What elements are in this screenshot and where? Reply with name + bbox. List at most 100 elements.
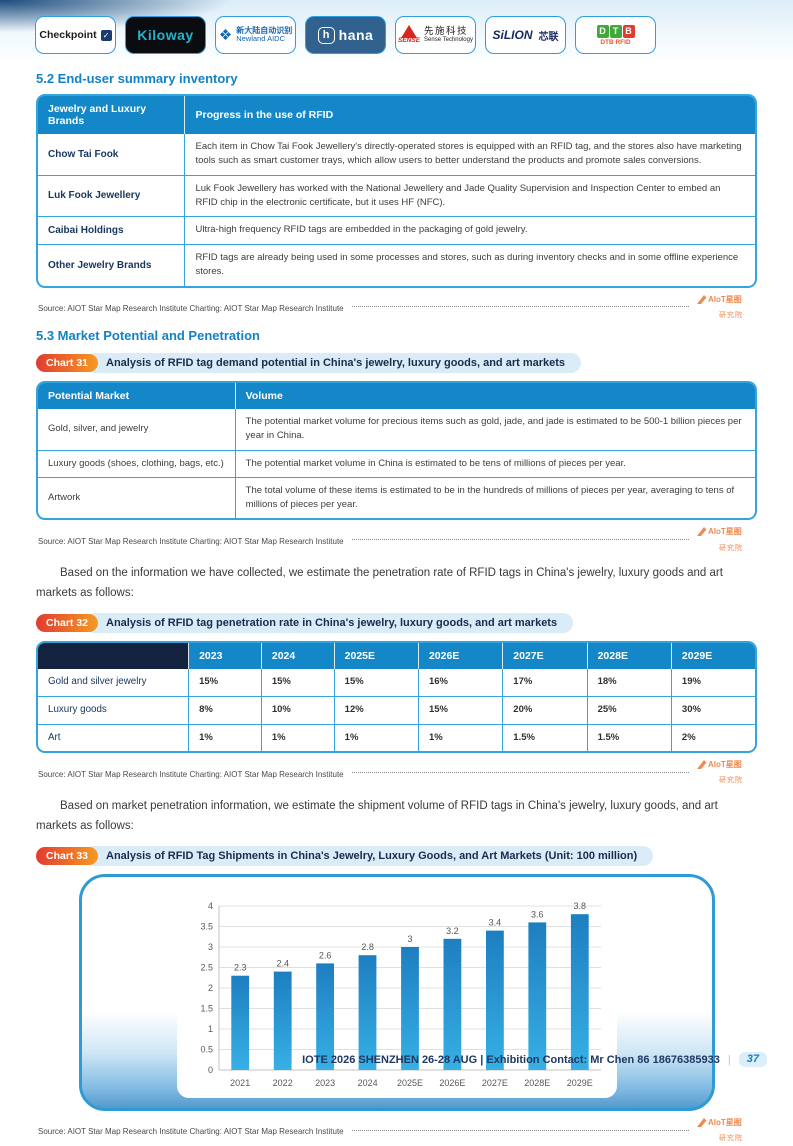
bar	[527, 922, 546, 1071]
x-tick-label: 2029E	[566, 1078, 592, 1088]
aiot-institute-logo: AIoT星图 研究院	[697, 527, 755, 555]
logo-hana: h hana	[305, 16, 386, 54]
x-tick-label: 2023	[315, 1078, 335, 1088]
year-header-cell: 2023	[188, 643, 262, 670]
chart32-badge: Chart 32	[36, 614, 99, 633]
value-cell: 1%	[260, 723, 335, 752]
svg-text:2: 2	[207, 983, 212, 993]
table-row: Gold and silver jewelry 15% 15% 15% 16% …	[38, 669, 755, 697]
bar	[358, 955, 376, 1071]
header-potential-market: Potential Market	[38, 383, 236, 410]
corner-cell	[38, 643, 189, 670]
market-cell: Gold, silver, and jewelry	[48, 423, 149, 435]
bar	[400, 947, 419, 1071]
brand-cell: Luk Fook Jewellery	[38, 174, 185, 217]
dotted-leader	[351, 306, 689, 308]
category-cell: Gold and silver jewelry	[48, 676, 147, 688]
category-cell: Art	[38, 723, 189, 752]
bar-value-label: 3.2	[446, 926, 459, 936]
table-row: Other Jewelry Brands RFID tags are alrea…	[38, 244, 755, 286]
progress-cell: RFID tags are already being used in some…	[184, 244, 755, 286]
value-cell: 8%	[188, 695, 262, 725]
table-row: Luxury goods 8% 10% 12% 15% 20% 25% 30%	[38, 695, 755, 725]
chart31-badge: Chart 31	[36, 354, 99, 373]
aiot-institute-logo: AIoT星图 研究院	[697, 760, 755, 788]
source-attribution: Source: AIOT Star Map Research Institute…	[38, 1118, 755, 1146]
dtb-block-b: B	[622, 24, 635, 38]
footer-text: IOTE 2026 SHENZHEN 26-28 AUG | Exhibitio…	[302, 1053, 720, 1066]
value-cell: 25%	[586, 695, 672, 725]
aiot-institute-logo: AIoT星图 研究院	[697, 295, 755, 323]
svg-text:0: 0	[207, 1065, 212, 1075]
sense-triangle-icon	[401, 25, 418, 39]
svg-text:1.5: 1.5	[200, 1004, 213, 1014]
bar-value-label: 2.3	[233, 963, 246, 973]
svg-text:1: 1	[207, 1024, 212, 1034]
value-cell: 30%	[670, 695, 755, 725]
x-tick-label: 2028E	[524, 1078, 550, 1088]
brand-cell: Caibai Holdings	[38, 216, 185, 245]
value-cell: 17%	[502, 669, 588, 697]
table-header-row: 2023 2024 2025E 2026E 2027E 2028E 2029E	[38, 643, 755, 670]
chart33-title: Analysis of RFID Tag Shipments in China'…	[84, 846, 654, 867]
sense-cn-text: 先施科技	[424, 25, 469, 37]
source-attribution: Source: AIOT Star Map Research Institute…	[38, 295, 755, 323]
value-cell: 2%	[670, 723, 755, 752]
dtb-caption: DTB RFID	[600, 38, 631, 46]
aiot-logo-mark	[697, 1118, 707, 1128]
source-attribution: Source: AIOT Star Map Research Institute…	[38, 760, 755, 788]
source-text: Source: AIOT Star Map Research Institute…	[38, 769, 344, 779]
value-cell: 15%	[333, 669, 419, 697]
sense-brand-text: SENSE	[398, 37, 421, 45]
bar-value-label: 2.6	[318, 950, 331, 960]
checkpoint-check-icon: ✓	[100, 29, 112, 41]
brand-cell: Chow Tai Fook	[48, 148, 119, 160]
header-volume: Volume	[234, 383, 755, 410]
newland-cn-text: 新大陆自动识别	[236, 26, 293, 36]
table-row: Caibai Holdings Ultra-high frequency RFI…	[38, 216, 755, 245]
chart31-title-row: Chart 31 Analysis of RFID tag demand pot…	[36, 353, 757, 374]
table-row: Chow Tai Fook Each item in Chow Tai Fook…	[38, 134, 755, 175]
chart33-title-row: Chart 33 Analysis of RFID Tag Shipments …	[36, 846, 757, 867]
dotted-leader	[351, 539, 689, 541]
hana-wordmark: hana	[338, 27, 374, 43]
header-brands: Jewelry and Luxury Brands	[38, 96, 185, 134]
svg-text:3.5: 3.5	[200, 922, 213, 932]
dotted-leader	[351, 1129, 689, 1131]
page-footer: IOTE 2026 SHENZHEN 26-28 AUG | Exhibitio…	[302, 1052, 767, 1067]
bar-value-label: 3.4	[488, 918, 501, 928]
table-row: Artwork The total volume of these items …	[38, 476, 755, 519]
year-header-cell: 2025E	[333, 643, 419, 670]
bar	[485, 930, 504, 1071]
svg-text:2.5: 2.5	[200, 963, 213, 973]
section-5-2-heading: 5.2 End-user summary inventory	[36, 71, 238, 86]
value-cell: 1%	[417, 723, 503, 752]
bar-value-label: 3.8	[573, 901, 586, 911]
category-cell: Luxury goods	[38, 695, 189, 725]
volume-cell: The potential market volume in China is …	[234, 449, 755, 478]
bar	[273, 971, 292, 1071]
logo-dtb-rfid: D T B DTB RFID	[575, 16, 656, 54]
checkpoint-wordmark: Checkpoint	[39, 29, 97, 41]
progress-cell: Each item in Chow Tai Fook Jewellery's d…	[184, 134, 755, 175]
year-header-cell: 2026E	[417, 643, 503, 670]
aiot-institute-logo: AIoT星图 研究院	[697, 1118, 755, 1146]
year-header-cell: 2028E	[586, 643, 672, 670]
bar	[570, 914, 589, 1071]
silion-wordmark: SiLION	[492, 28, 533, 42]
footer-separator: |	[727, 1053, 731, 1066]
silion-cn-text: 芯联	[538, 31, 559, 43]
value-cell: 1.5%	[502, 723, 588, 752]
source-text: Source: AIOT Star Map Research Institute…	[38, 536, 344, 546]
page-number: 37	[738, 1052, 767, 1067]
volume-cell: The total volume of these items is estim…	[234, 476, 755, 519]
shipment-intro-paragraph: Based on market penetration information,…	[36, 799, 718, 832]
svg-text:4: 4	[207, 901, 212, 911]
value-cell: 1%	[188, 723, 262, 752]
logo-newland-aidc: ❖ 新大陆自动识别 Newland AIDC	[215, 16, 296, 54]
logo-kiloway: Kiloway	[125, 16, 206, 54]
bar-value-label: 2.4	[276, 959, 289, 969]
penetration-rate-table: 2023 2024 2025E 2026E 2027E 2028E 2029E …	[36, 641, 757, 754]
dtb-block-d: D	[596, 24, 609, 38]
table-header-row: Jewelry and Luxury Brands Progress in th…	[38, 96, 755, 134]
